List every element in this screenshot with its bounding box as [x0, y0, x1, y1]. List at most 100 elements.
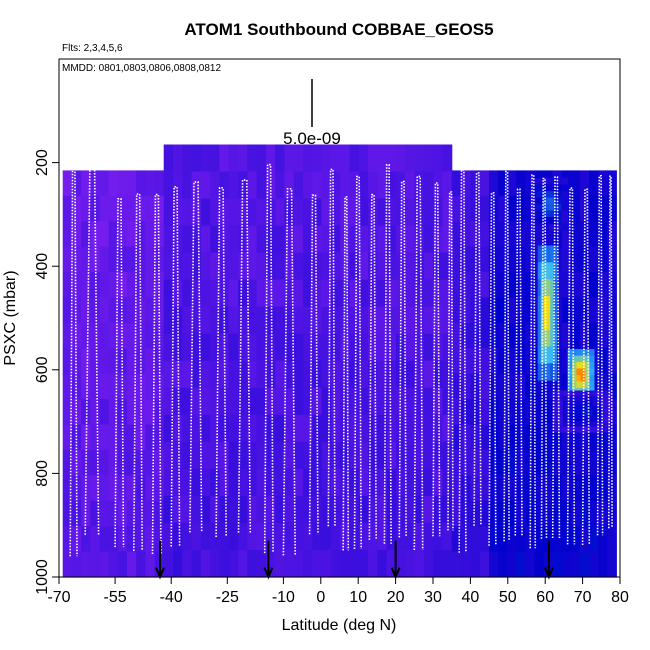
- curtain-cell: [396, 550, 406, 578]
- curtain-cell: [312, 414, 323, 443]
- hotspot-cell: [580, 368, 586, 376]
- curtain-cell: [191, 333, 202, 362]
- curtain-cell: [414, 171, 425, 200]
- profile-trace: [282, 188, 296, 556]
- curtain-cell: [293, 495, 304, 524]
- curtain-cell: [210, 333, 221, 362]
- hotspot-cell: [585, 355, 591, 363]
- curtain-cell: [552, 373, 563, 400]
- curtain-cell: [405, 279, 416, 308]
- curtain-cell: [99, 170, 110, 197]
- curtain-cell: [525, 475, 536, 502]
- curtain-cell: [479, 297, 490, 324]
- curtain-cell: [340, 414, 351, 443]
- curtain-cell: [99, 475, 110, 502]
- curtain-cell: [570, 221, 581, 248]
- curtain-cell: [498, 322, 508, 349]
- curtain-cell: [81, 170, 91, 197]
- curtain-cell: [136, 348, 146, 375]
- hotspot-cell: [602, 416, 614, 423]
- curtain-cell: [349, 225, 360, 254]
- curtain-cell: [127, 526, 137, 553]
- curtain-cell: [377, 171, 388, 200]
- curtain-cell: [163, 144, 174, 173]
- hotspot-cell: [553, 279, 557, 297]
- curtain-cell: [303, 468, 313, 497]
- curtain-cell: [340, 387, 351, 416]
- curtain-cell: [200, 468, 211, 497]
- curtain-cell: [238, 414, 248, 443]
- curtain-cell: [561, 551, 572, 578]
- curtain-cell: [108, 221, 119, 248]
- curtain-cell: [284, 414, 295, 443]
- curtain-cell: [461, 221, 471, 248]
- curtain-cell: [136, 551, 146, 578]
- curtain-cell: [405, 144, 416, 173]
- hotspot-cell: [572, 426, 584, 433]
- curtain-cell: [117, 322, 128, 349]
- curtain-cell: [552, 475, 563, 502]
- curtain-cell: [293, 144, 304, 173]
- curtain-cell: [293, 414, 304, 443]
- curtain-cell: [182, 360, 193, 389]
- curtain-cell: [358, 468, 369, 497]
- x-axis-title: Latitude (deg N): [282, 617, 397, 634]
- curtain-cell: [423, 387, 434, 416]
- curtain-cell: [90, 551, 101, 578]
- curtain-cell: [99, 195, 110, 222]
- curtain-cell: [507, 297, 517, 324]
- curtain-cell: [534, 475, 545, 502]
- curtain-cell: [589, 449, 599, 476]
- curtain-cell: [598, 297, 608, 324]
- curtain-cell: [479, 322, 490, 349]
- curtain-cell: [442, 144, 453, 173]
- curtain-cell: [108, 373, 119, 400]
- curtain-cell: [228, 441, 239, 470]
- curtain-cell: [589, 170, 599, 197]
- curtain-cell: [534, 526, 545, 553]
- curtain-cell: [247, 550, 258, 578]
- hotspot-cell: [576, 362, 582, 370]
- curtain-cell: [108, 170, 119, 197]
- curtain-cell: [386, 441, 397, 470]
- x-tick-label: 40: [462, 589, 480, 606]
- curtain-cell: [423, 495, 434, 524]
- curtain-cell: [451, 246, 462, 273]
- hotspot-cell: [553, 329, 557, 348]
- curtain-cell: [470, 475, 481, 502]
- curtain-cell: [479, 500, 490, 527]
- hotspot-cell: [548, 223, 556, 231]
- curtain-cell: [552, 449, 563, 476]
- hotspot-cell: [589, 368, 595, 376]
- curtain-cell: [321, 550, 332, 578]
- x-tick-label: -40: [160, 589, 183, 606]
- curtain-cell: [81, 272, 91, 298]
- curtain-cell: [414, 225, 425, 254]
- y-tick-label: 600: [34, 356, 51, 383]
- curtain-cell: [470, 246, 481, 273]
- curtain-cell: [414, 198, 425, 227]
- hotspot-cell: [542, 217, 550, 225]
- hotspot-cell: [536, 217, 544, 225]
- hotspot-cell: [580, 355, 586, 363]
- curtain-cell: [552, 246, 563, 273]
- profile-trace: [432, 182, 441, 537]
- curtain-cell: [570, 449, 581, 476]
- curtain-cell: [377, 198, 388, 227]
- curtain-cell: [525, 373, 536, 400]
- curtain-cell: [136, 399, 146, 426]
- curtain-cell: [265, 333, 276, 362]
- curtain-cell: [127, 195, 137, 222]
- curtain-cell: [561, 272, 572, 298]
- curtain-cell: [200, 414, 211, 443]
- curtain-cell: [127, 348, 137, 375]
- x-axis: -70 -55 -40 -25 -10 0 10 20 30 40 50 60 70 80: [47, 577, 629, 606]
- curtain-cell: [182, 333, 193, 362]
- curtain-cell: [154, 449, 165, 476]
- curtain-cell: [330, 360, 341, 389]
- curtain-cell: [210, 198, 221, 227]
- curtain-cell: [570, 551, 581, 578]
- hotspot-cell: [548, 178, 556, 186]
- hotspot-cell: [550, 279, 554, 297]
- hotspot-cell: [548, 217, 556, 225]
